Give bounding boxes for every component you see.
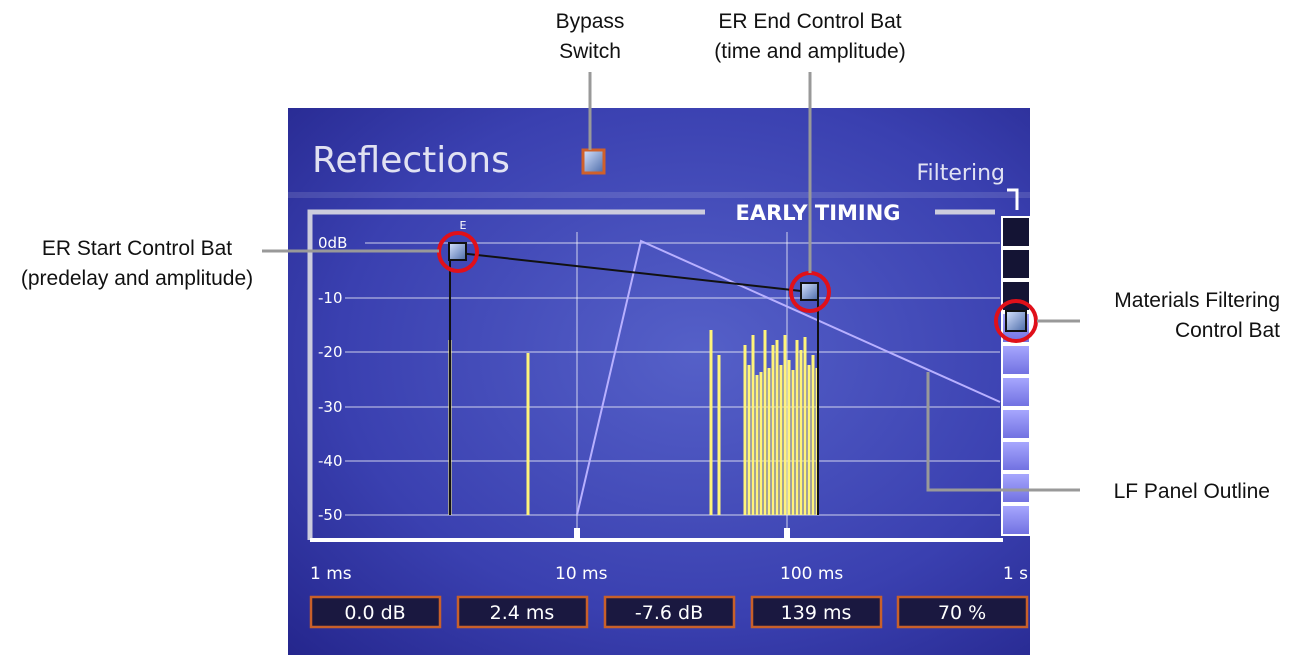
callout-text: (time and amplitude) <box>714 40 905 63</box>
panel-title: Reflections <box>312 140 510 181</box>
callout-text: ER Start Control Bat <box>42 237 232 260</box>
grid <box>345 232 1000 540</box>
readout[interactable]: 139 ms <box>781 602 852 624</box>
x-tick <box>784 528 790 538</box>
y-label: -20 <box>318 343 343 361</box>
callout-text: (predelay and amplitude) <box>21 267 253 290</box>
callout-text: Control Bat <box>1175 319 1280 342</box>
readout[interactable]: -7.6 dB <box>635 602 703 624</box>
er-start-bat[interactable] <box>448 242 467 261</box>
filter-column <box>1001 216 1031 536</box>
y-label: -40 <box>318 452 343 470</box>
y-label: -10 <box>318 289 343 307</box>
section-label: EARLY TIMING <box>735 201 900 225</box>
readout[interactable]: 70 % <box>938 602 986 624</box>
readout[interactable]: 2.4 ms <box>490 602 555 624</box>
callout-text: LF Panel Outline <box>1114 480 1270 503</box>
panel <box>288 108 1030 655</box>
filtering-label: Filtering <box>916 161 1005 186</box>
callout-text: Bypass <box>556 10 625 33</box>
x-tick <box>574 528 580 538</box>
lf-panel-outline <box>576 239 1001 516</box>
divider <box>288 192 1030 198</box>
x-label: 10 ms <box>555 564 608 584</box>
filtering-bracket <box>1007 188 1019 210</box>
y-label: -50 <box>318 506 343 524</box>
bypass-switch[interactable] <box>581 148 606 175</box>
frame <box>307 209 995 540</box>
y-axis-labels: 0dB -10 -20 -30 -40 -50 <box>318 234 347 524</box>
callout-text: Materials Filtering <box>1114 289 1280 312</box>
readout[interactable]: 0.0 dB <box>344 602 405 624</box>
y-label: 0dB <box>318 234 347 252</box>
callout-line <box>926 372 1080 492</box>
materials-bat[interactable] <box>1005 310 1027 332</box>
marker: E <box>460 219 467 232</box>
readout-boxes <box>309 595 1029 629</box>
x-label: 1 s <box>1003 564 1028 584</box>
callout-text: Switch <box>559 40 621 63</box>
er-end-bat[interactable] <box>800 282 819 301</box>
x-label: 100 ms <box>780 564 843 584</box>
x-axis-labels: 1 ms 10 ms 100 ms 1 s <box>310 564 1028 584</box>
x-label: 1 ms <box>310 564 352 584</box>
y-label: -30 <box>318 398 343 416</box>
callout-text: ER End Control Bat <box>718 10 901 33</box>
readouts: 0.0 dB 2.4 ms -7.6 dB 139 ms 70 % <box>344 602 986 624</box>
